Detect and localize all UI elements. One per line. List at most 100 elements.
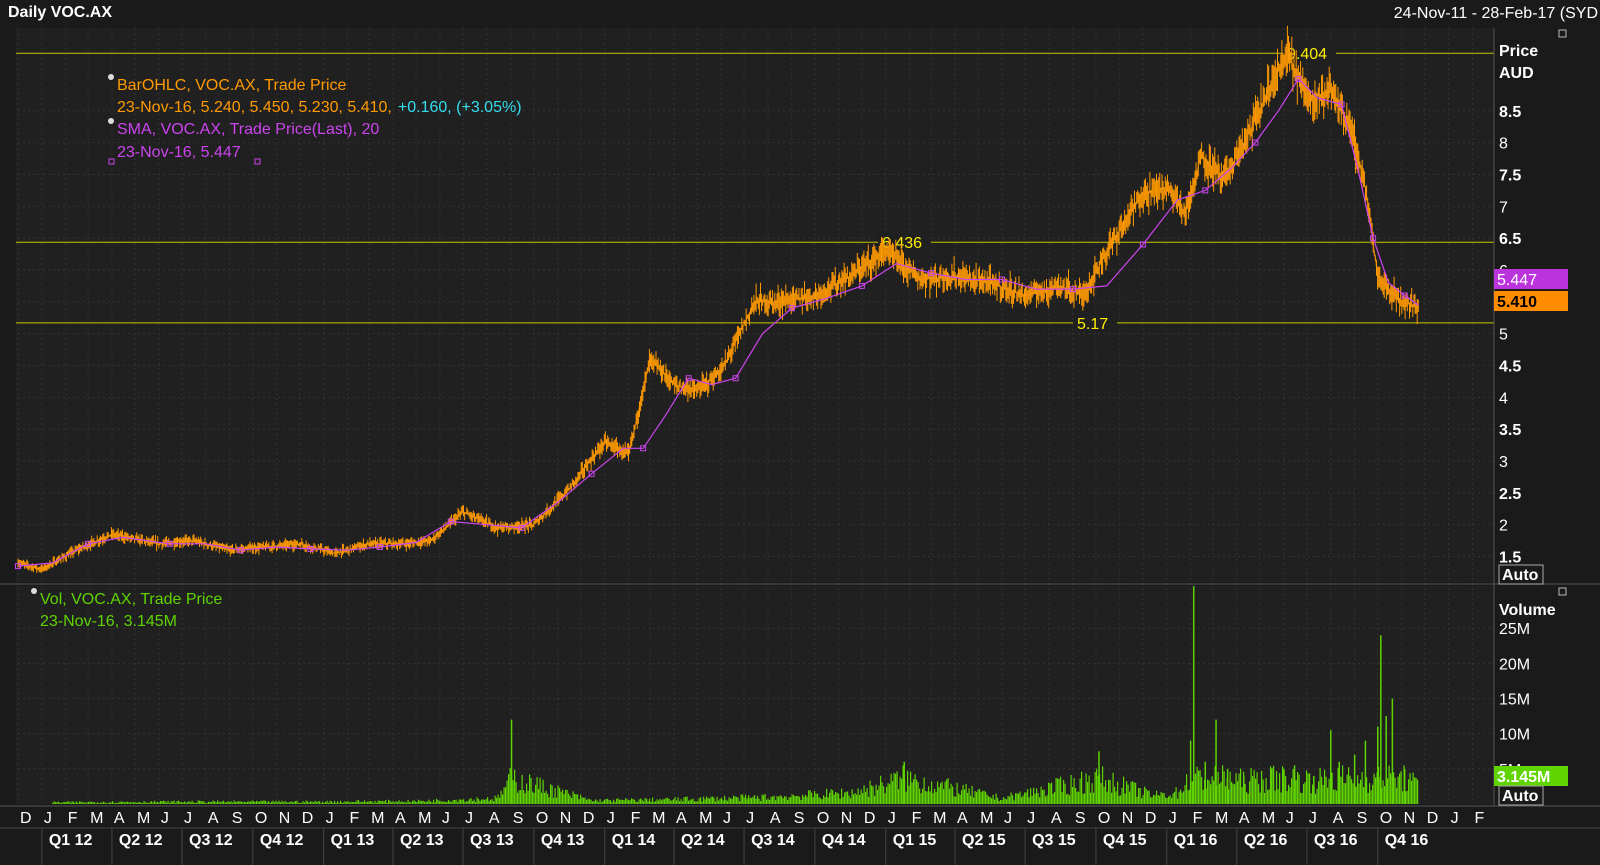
month-label: A [114,810,125,827]
price-tick-label: 2 [1499,518,1508,535]
quarter-label: Q2 13 [400,832,444,849]
month-label: A [489,810,500,827]
sma-point [1338,101,1345,108]
month-label: M [371,810,384,827]
month-label: J [465,810,473,827]
quarter-label: Q4 14 [822,832,866,849]
legend-toggle-icon[interactable] [31,588,37,594]
sma-point [447,518,454,525]
price-tick-label: 5 [1499,327,1508,344]
sma-point [1069,286,1076,293]
month-label: S [1357,810,1368,827]
quarter-label: Q4 16 [1385,832,1429,849]
quarter-label: Q2 14 [681,832,725,849]
price-tick-label: 4.5 [1499,358,1521,375]
month-label: J [1451,810,1459,827]
price-tick-label: 1.5 [1499,550,1521,567]
volume-axis-title: Volume [1499,602,1556,619]
price-axis: Price AUD 1.522.533.544.555.566.577.588.… [1494,29,1568,585]
month-label: S [513,810,524,827]
quarter-label: Q2 16 [1244,832,1288,849]
quarter-label: Q1 14 [612,832,656,849]
month-label: J [326,810,334,827]
quarter-label: Q3 15 [1032,832,1076,849]
month-label: F [350,810,360,827]
month-label: A [957,810,968,827]
legend-toggle-icon[interactable] [108,118,114,124]
legend-toggle-icon[interactable] [108,74,114,80]
level-label: 5.17 [1077,316,1108,333]
month-label: N [1122,810,1134,827]
sma-legend-name: SMA, VOC.AX, Trade Price(Last), 20 [117,121,379,138]
month-label: D [583,810,595,827]
sma-handle-icon[interactable] [254,158,261,165]
quarter-label: Q4 12 [260,832,304,849]
price-tick-label: 7 [1499,199,1508,216]
month-label: F [68,810,78,827]
price-tick-label: 2.5 [1499,486,1521,503]
month-label: D [302,810,314,827]
month-label: O [536,810,548,827]
quarter-label: Q2 12 [119,832,163,849]
volume-bars [52,586,1419,804]
month-label: J [723,810,731,827]
price-tick-label: 8.5 [1499,104,1521,121]
ohlc-legend-values: 23-Nov-16, 5.240, 5.450, 5.230, 5.410, +0… [117,99,522,116]
vol-legend-name: Vol, VOC.AX, Trade Price [40,591,222,608]
month-label: F [631,810,641,827]
sma-point [1370,235,1377,242]
month-label: S [1075,810,1086,827]
month-label: M [90,810,103,827]
month-label: M [933,810,946,827]
month-label: O [255,810,267,827]
sma-point [85,540,92,547]
month-label: M [652,810,665,827]
month-label: M [137,810,150,827]
chart-title: Daily VOC.AX [8,4,112,21]
last-sma-label: 5.447 [1497,272,1537,289]
price-auto-label: Auto [1502,567,1539,584]
month-label: D [1145,810,1157,827]
level-label: 9.404 [1287,46,1327,63]
month-label: J [746,810,754,827]
price-panel-menu-icon[interactable] [1558,29,1567,38]
month-label: N [841,810,853,827]
ohlc-values: 23-Nov-16, 5.240, 5.450, 5.230, 5.410, [117,99,392,116]
date-range: 24-Nov-11 - 28-Feb-17 (SYD [1394,5,1598,22]
price-axis-currency: AUD [1499,65,1534,82]
volume-panel-menu-icon[interactable] [1558,587,1567,596]
volume-tick-label: 25M [1499,621,1530,638]
price-tick-label: 8 [1499,136,1508,153]
sma-handle-icon[interactable] [108,158,115,165]
last-close-badge [1494,291,1568,311]
month-label: M [980,810,993,827]
volume-auto-button[interactable] [1498,785,1544,806]
month-label: D [20,810,32,827]
price-axis-title: Price [1499,43,1538,60]
sma-legend-values: 23-Nov-16, 5.447 [117,144,241,161]
volume-tick-label: 15M [1499,692,1530,709]
sma-point [1202,187,1209,194]
price-tick-label: 3 [1499,454,1508,471]
month-label: A [208,810,219,827]
month-label: M [699,810,712,827]
sma-point [999,276,1005,283]
price-auto-button[interactable] [1498,564,1544,585]
month-label: D [864,810,876,827]
quarter-label: Q1 15 [893,832,937,849]
month-label: N [1404,810,1416,827]
month-label: A [1333,810,1344,827]
vol-legend-values: 23-Nov-16, 3.145M [40,613,177,630]
month-label: F [1193,810,1203,827]
month-label: O [1380,810,1392,827]
quarter-label: Q3 14 [751,832,795,849]
price-legend: BarOHLC, VOC.AX, Trade Price 23-Nov-16, … [108,74,522,165]
month-label: J [1286,810,1294,827]
sma-line [17,77,1419,567]
sma-point [1401,292,1408,299]
month-label: M [418,810,431,827]
month-label: A [1051,810,1062,827]
month-label: M [1215,810,1228,827]
